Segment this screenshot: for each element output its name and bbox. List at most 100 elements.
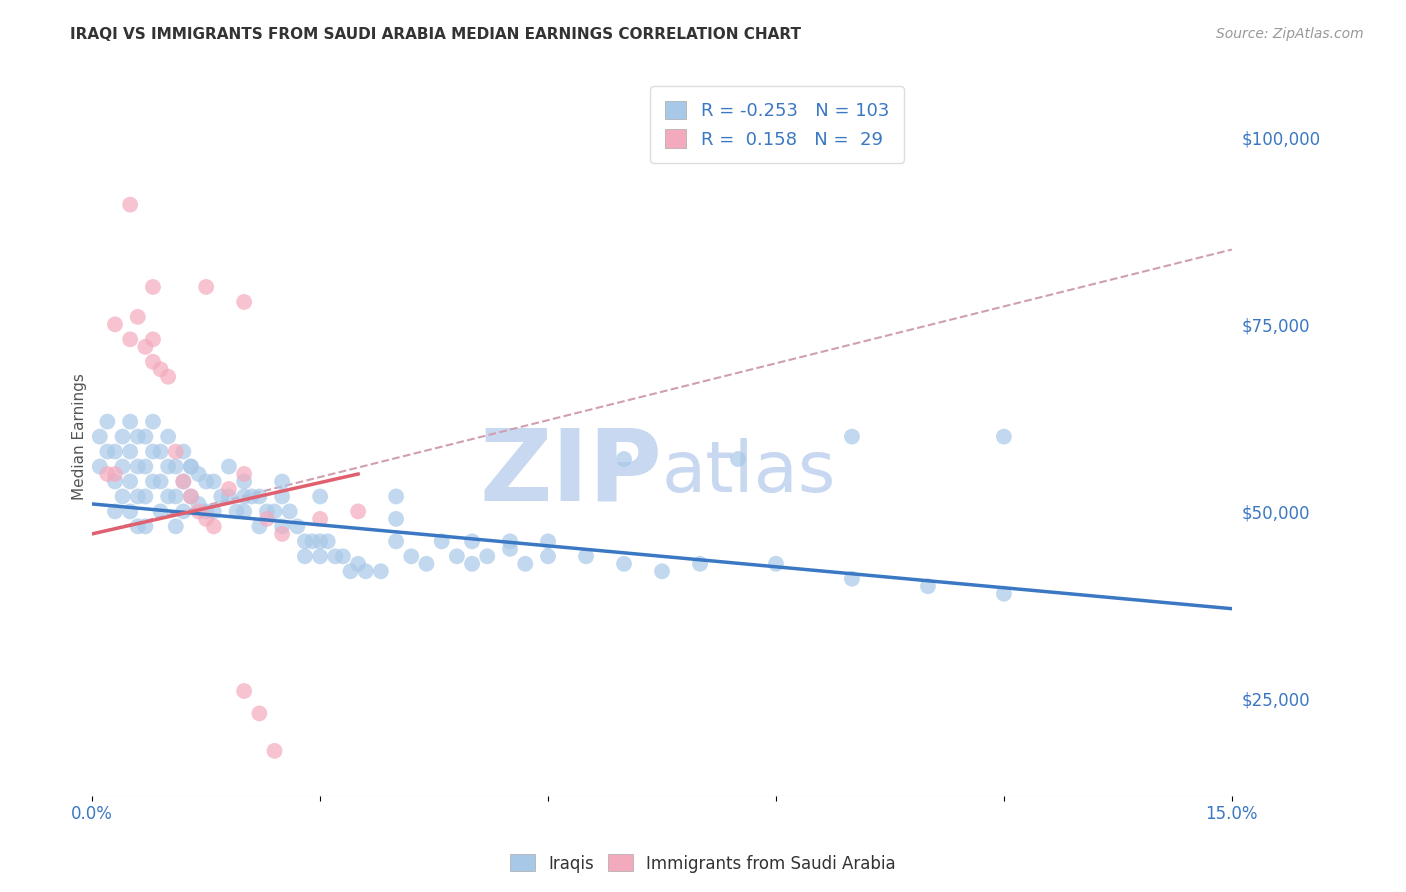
Point [278,504,301,518]
Point [134,459,156,474]
Point [233,684,256,698]
Point [165,444,187,458]
Point [271,490,294,504]
Point [127,519,149,533]
Point [323,549,346,564]
Point [575,549,598,564]
Point [233,475,256,489]
Point [316,534,339,549]
Point [499,541,522,556]
Point [127,490,149,504]
Point [172,475,194,489]
Point [263,504,285,518]
Legend: R = -0.253   N = 103, R =  0.158   N =  29: R = -0.253 N = 103, R = 0.158 N = 29 [651,87,904,163]
Point [309,512,332,526]
Point [120,332,142,346]
Point [271,475,294,489]
Point [195,504,218,518]
Point [202,519,225,533]
Point [446,549,468,564]
Point [172,504,194,518]
Point [134,490,156,504]
Point [202,475,225,489]
Point [233,467,256,481]
Point [461,557,484,571]
Point [165,490,187,504]
Point [301,534,323,549]
Point [537,534,560,549]
Y-axis label: Median Earnings: Median Earnings [72,373,87,500]
Point [370,564,392,578]
Point [111,429,134,443]
Point [142,332,165,346]
Point [294,549,316,564]
Point [149,504,172,518]
Point [354,564,377,578]
Point [917,579,939,593]
Point [142,444,165,458]
Point [195,512,218,526]
Point [180,459,202,474]
Point [385,512,408,526]
Text: IRAQI VS IMMIGRANTS FROM SAUDI ARABIA MEDIAN EARNINGS CORRELATION CHART: IRAQI VS IMMIGRANTS FROM SAUDI ARABIA ME… [70,27,801,42]
Point [233,294,256,309]
Point [195,475,218,489]
Point [256,512,278,526]
Point [727,452,749,467]
Point [111,459,134,474]
Point [247,490,270,504]
Point [134,429,156,443]
Point [111,490,134,504]
Point [142,475,165,489]
Point [120,197,142,211]
Point [172,475,194,489]
Point [271,519,294,533]
Point [309,534,332,549]
Point [172,444,194,458]
Text: Source: ZipAtlas.com: Source: ZipAtlas.com [1216,27,1364,41]
Point [765,557,787,571]
Point [385,490,408,504]
Point [430,534,453,549]
Point [415,557,437,571]
Point [157,459,180,474]
Point [120,504,142,518]
Point [96,415,118,429]
Point [89,459,111,474]
Point [157,490,180,504]
Point [225,504,247,518]
Point [157,429,180,443]
Point [339,564,361,578]
Point [187,504,209,518]
Point [651,564,673,578]
Point [142,280,165,294]
Point [104,475,127,489]
Point [841,572,863,586]
Point [347,557,370,571]
Point [309,549,332,564]
Point [247,519,270,533]
Point [332,549,354,564]
Point [218,459,240,474]
Point [165,519,187,533]
Point [104,504,127,518]
Point [347,504,370,518]
Point [993,587,1015,601]
Point [233,490,256,504]
Point [127,310,149,324]
Point [294,534,316,549]
Point [96,467,118,481]
Point [149,475,172,489]
Point [209,490,232,504]
Point [127,459,149,474]
Point [613,557,636,571]
Point [142,355,165,369]
Point [401,549,423,564]
Legend: Iraqis, Immigrants from Saudi Arabia: Iraqis, Immigrants from Saudi Arabia [503,847,903,880]
Point [233,504,256,518]
Point [993,429,1015,443]
Text: atlas: atlas [662,438,837,507]
Point [149,444,172,458]
Point [271,527,294,541]
Point [247,706,270,721]
